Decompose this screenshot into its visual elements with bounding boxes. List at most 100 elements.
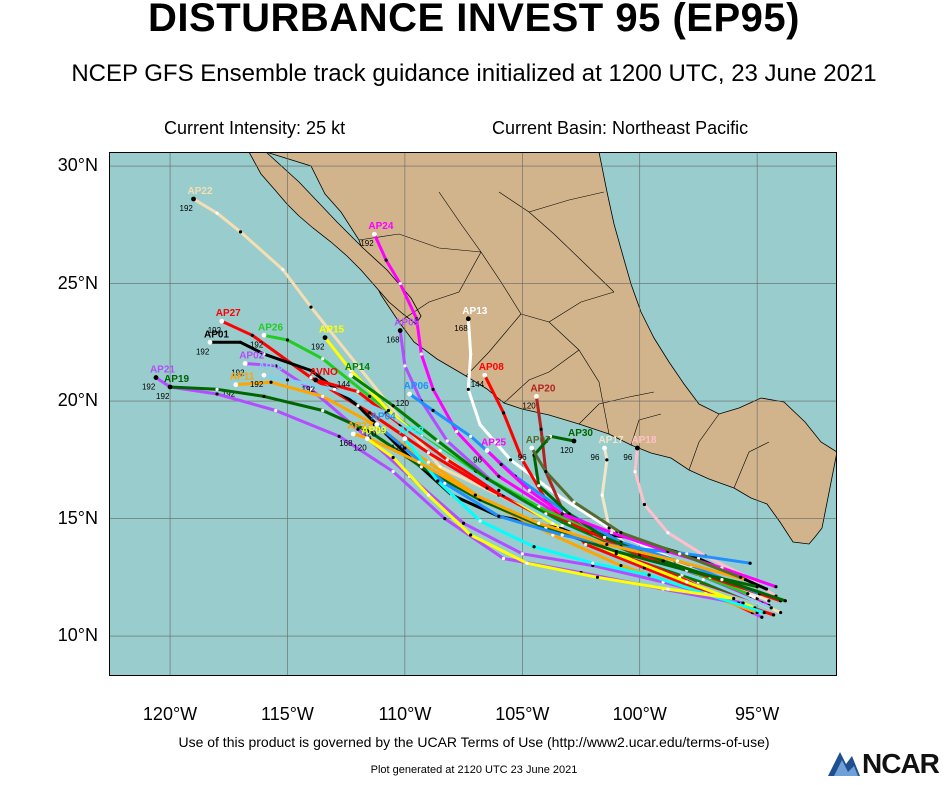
forecast-hour-label: 192 bbox=[222, 390, 236, 399]
track-point bbox=[619, 531, 623, 535]
land-layer bbox=[248, 152, 837, 545]
y-tick-label: 10°N bbox=[57, 625, 98, 646]
track-point bbox=[407, 391, 412, 397]
track-point bbox=[262, 352, 266, 356]
track-point bbox=[438, 448, 442, 453]
track-point bbox=[348, 372, 354, 378]
ncar-logo: NCAR bbox=[826, 746, 948, 780]
track-point bbox=[520, 552, 524, 556]
track-line-ap02 bbox=[243, 362, 745, 605]
track-point bbox=[560, 524, 564, 528]
track-point bbox=[371, 231, 377, 237]
y-tick-label: 25°N bbox=[57, 272, 98, 293]
track-point bbox=[605, 542, 609, 547]
track-point bbox=[595, 575, 600, 579]
track-point bbox=[720, 578, 724, 582]
track-point bbox=[469, 434, 473, 438]
track-point bbox=[647, 573, 651, 577]
track-point bbox=[534, 393, 539, 399]
generation-timestamp: Plot generated at 2120 UTC 23 June 2021 bbox=[370, 764, 578, 776]
track-label-ap15: AP15 bbox=[319, 325, 344, 336]
forecast-hour-label: 192 bbox=[156, 392, 170, 401]
track-point bbox=[469, 533, 473, 537]
y-tick-label: 15°N bbox=[57, 507, 98, 528]
track-label-ap24: AP24 bbox=[368, 221, 393, 232]
track-point bbox=[591, 561, 595, 565]
ncar-logo-icon bbox=[828, 752, 860, 776]
track-point bbox=[469, 352, 473, 356]
track-point bbox=[426, 493, 430, 497]
track-point bbox=[482, 372, 488, 378]
forecast-hour-label: 168 bbox=[339, 439, 353, 448]
forecast-hour-label: 120 bbox=[391, 444, 405, 453]
track-point bbox=[368, 430, 372, 434]
y-tick-label: 30°N bbox=[57, 155, 98, 176]
track-point bbox=[309, 375, 313, 380]
forecast-hour-label: 96 bbox=[518, 453, 527, 462]
track-point bbox=[285, 338, 290, 342]
track-point bbox=[602, 445, 607, 451]
track-label-ap22: AP22 bbox=[188, 186, 213, 197]
gulf-of-mexico bbox=[598, 152, 837, 453]
track-point bbox=[431, 387, 435, 391]
track-point bbox=[551, 533, 555, 537]
track-point bbox=[508, 458, 513, 462]
track-point bbox=[755, 585, 759, 589]
track-point bbox=[438, 465, 442, 469]
track-point bbox=[779, 610, 783, 615]
track-point bbox=[465, 316, 471, 322]
track-line-ap10 bbox=[262, 373, 773, 610]
forecast-hour-label: 192 bbox=[180, 204, 194, 213]
track-point bbox=[532, 545, 536, 549]
track-point bbox=[285, 378, 290, 382]
forecast-hour-label: 192 bbox=[311, 343, 325, 352]
track-point bbox=[501, 556, 506, 561]
track-point bbox=[774, 585, 778, 589]
track-point bbox=[242, 361, 248, 366]
track-label-ap20: AP20 bbox=[530, 383, 555, 394]
track-point bbox=[739, 575, 743, 579]
x-tick-label: 100°W bbox=[612, 704, 667, 724]
track-label-ap25: AP25 bbox=[481, 437, 506, 448]
track-point bbox=[368, 411, 372, 415]
track-point bbox=[609, 531, 614, 535]
track-point bbox=[600, 493, 604, 497]
track-point bbox=[391, 455, 395, 460]
track-point bbox=[485, 477, 489, 481]
x-tick-label: 105°W bbox=[495, 704, 550, 724]
track-point bbox=[666, 587, 670, 591]
track-point bbox=[445, 439, 449, 443]
ncar-logo-text: NCAR bbox=[862, 748, 940, 779]
track-point bbox=[417, 460, 421, 464]
track-point bbox=[403, 364, 407, 368]
forecast-hour-label: 192 bbox=[231, 368, 245, 377]
track-label-ap02: AP02 bbox=[239, 350, 264, 361]
forecast-hour-label: 192 bbox=[250, 380, 264, 389]
track-point bbox=[501, 411, 506, 415]
forecast-hour-label: 192 bbox=[142, 383, 156, 392]
current-basin: Current Basin: Northeast Pacific bbox=[492, 118, 749, 138]
track-point bbox=[238, 340, 243, 344]
track-point bbox=[426, 451, 430, 455]
track-point bbox=[269, 380, 273, 384]
track-label-ap27: AP27 bbox=[216, 308, 241, 319]
track-point bbox=[368, 394, 372, 398]
forecast-hour-label: 96 bbox=[473, 455, 482, 464]
track-map: 192AP22192AP24168AP13168AP05144AP08120AP… bbox=[109, 152, 837, 676]
track-point bbox=[398, 281, 402, 286]
track-point bbox=[274, 364, 278, 368]
track-line-ap12 bbox=[403, 437, 766, 615]
track-point bbox=[153, 375, 159, 380]
track-point bbox=[497, 514, 501, 518]
track-point bbox=[349, 368, 353, 373]
track-point bbox=[321, 408, 325, 413]
track-point bbox=[764, 587, 769, 591]
forecast-hour-label: 192 bbox=[250, 340, 264, 349]
track-point bbox=[572, 500, 576, 504]
track-point bbox=[309, 387, 313, 391]
track-point bbox=[499, 462, 503, 467]
forecast-hour-label: 192 bbox=[360, 239, 374, 248]
track-point bbox=[321, 394, 325, 398]
x-tick-label: 120°W bbox=[142, 704, 198, 724]
track-point bbox=[497, 488, 501, 492]
